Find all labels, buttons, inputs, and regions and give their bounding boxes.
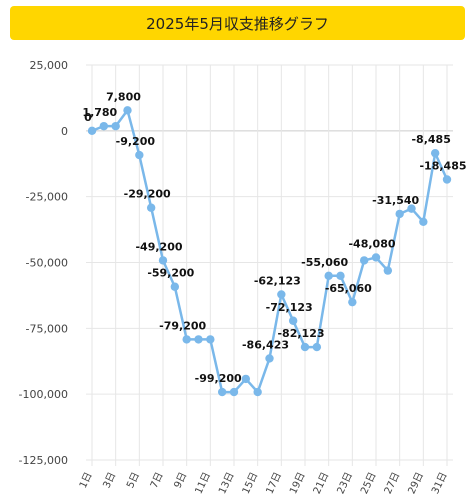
- data-point: [123, 106, 132, 115]
- data-label: -18,485: [419, 160, 466, 173]
- y-tick-label: -125,000: [19, 454, 68, 467]
- data-point: [253, 387, 262, 397]
- x-tick-label: 17日: [264, 471, 284, 496]
- data-label: -72,123: [266, 301, 313, 314]
- data-point: [348, 297, 357, 307]
- data-point: [430, 148, 440, 158]
- x-tick-label: 15日: [241, 471, 261, 496]
- x-tick-label: 5日: [125, 471, 142, 490]
- x-tick-label: 31日: [430, 471, 450, 496]
- data-label: -31,540: [372, 194, 419, 207]
- data-label: -65,060: [325, 282, 372, 295]
- x-tick-label: 11日: [193, 471, 213, 496]
- y-tick-label: -100,000: [19, 388, 68, 401]
- x-tick-label: 25日: [359, 471, 379, 496]
- data-point: [146, 203, 156, 212]
- data-point: [383, 266, 393, 275]
- x-tick-label: 3日: [101, 471, 118, 490]
- y-tick-label: 25,000: [30, 59, 69, 72]
- data-point: [229, 387, 239, 397]
- data-point: [359, 256, 369, 265]
- data-point: [371, 253, 381, 262]
- data-point: [217, 387, 227, 397]
- y-tick-label: 0: [61, 125, 68, 138]
- data-point: [206, 335, 215, 344]
- data-point: [324, 271, 333, 281]
- data-label: 0: [84, 111, 92, 124]
- y-tick-label: -75,000: [26, 322, 68, 335]
- y-tick-label: -25,000: [26, 191, 68, 204]
- data-label: -79,200: [159, 319, 206, 332]
- data-point: [99, 121, 109, 131]
- data-label: 1,780: [82, 106, 117, 119]
- data-point: [419, 217, 428, 226]
- x-tick-label: 21日: [312, 471, 332, 496]
- chart-title-bar: 2025年5月収支推移グラフ: [10, 6, 465, 40]
- data-point: [407, 204, 416, 213]
- data-point: [87, 126, 97, 136]
- x-tick-label: 9日: [172, 471, 189, 490]
- data-label: -62,123: [254, 274, 301, 287]
- data-point: [135, 150, 144, 160]
- chart-title: 2025年5月収支推移グラフ: [146, 14, 329, 33]
- data-label: -55,060: [301, 256, 348, 269]
- data-label: -99,200: [195, 372, 242, 385]
- data-point: [170, 282, 180, 291]
- data-label: -82,123: [277, 327, 324, 340]
- data-point: [442, 175, 452, 184]
- data-point: [312, 342, 322, 352]
- data-point: [111, 121, 120, 131]
- data-point: [395, 209, 404, 219]
- data-point: [336, 271, 345, 281]
- data-label: -9,200: [116, 135, 156, 148]
- data-label: -59,200: [147, 267, 194, 280]
- data-point: [194, 335, 203, 344]
- data-label: -29,200: [124, 188, 171, 201]
- data-label: -49,200: [135, 240, 182, 253]
- data-point: [182, 335, 191, 344]
- x-tick-label: 23日: [335, 471, 355, 496]
- data-point: [265, 354, 274, 363]
- data-point: [300, 342, 310, 352]
- x-tick-label: 13日: [217, 471, 237, 496]
- data-point: [158, 256, 168, 265]
- x-tick-label: 19日: [288, 471, 308, 496]
- x-tick-label: 29日: [406, 471, 426, 496]
- data-point: [288, 316, 298, 325]
- data-point: [241, 374, 251, 384]
- data-label: -86,423: [242, 338, 289, 351]
- x-tick-label: 1日: [78, 471, 95, 490]
- data-label: -48,080: [348, 237, 395, 250]
- data-label: -8,485: [411, 133, 450, 146]
- y-tick-label: -50,000: [26, 257, 68, 270]
- x-tick-label: 7日: [149, 471, 166, 490]
- data-label: 7,800: [106, 90, 141, 103]
- x-tick-label: 27日: [383, 471, 403, 496]
- data-point: [277, 290, 286, 299]
